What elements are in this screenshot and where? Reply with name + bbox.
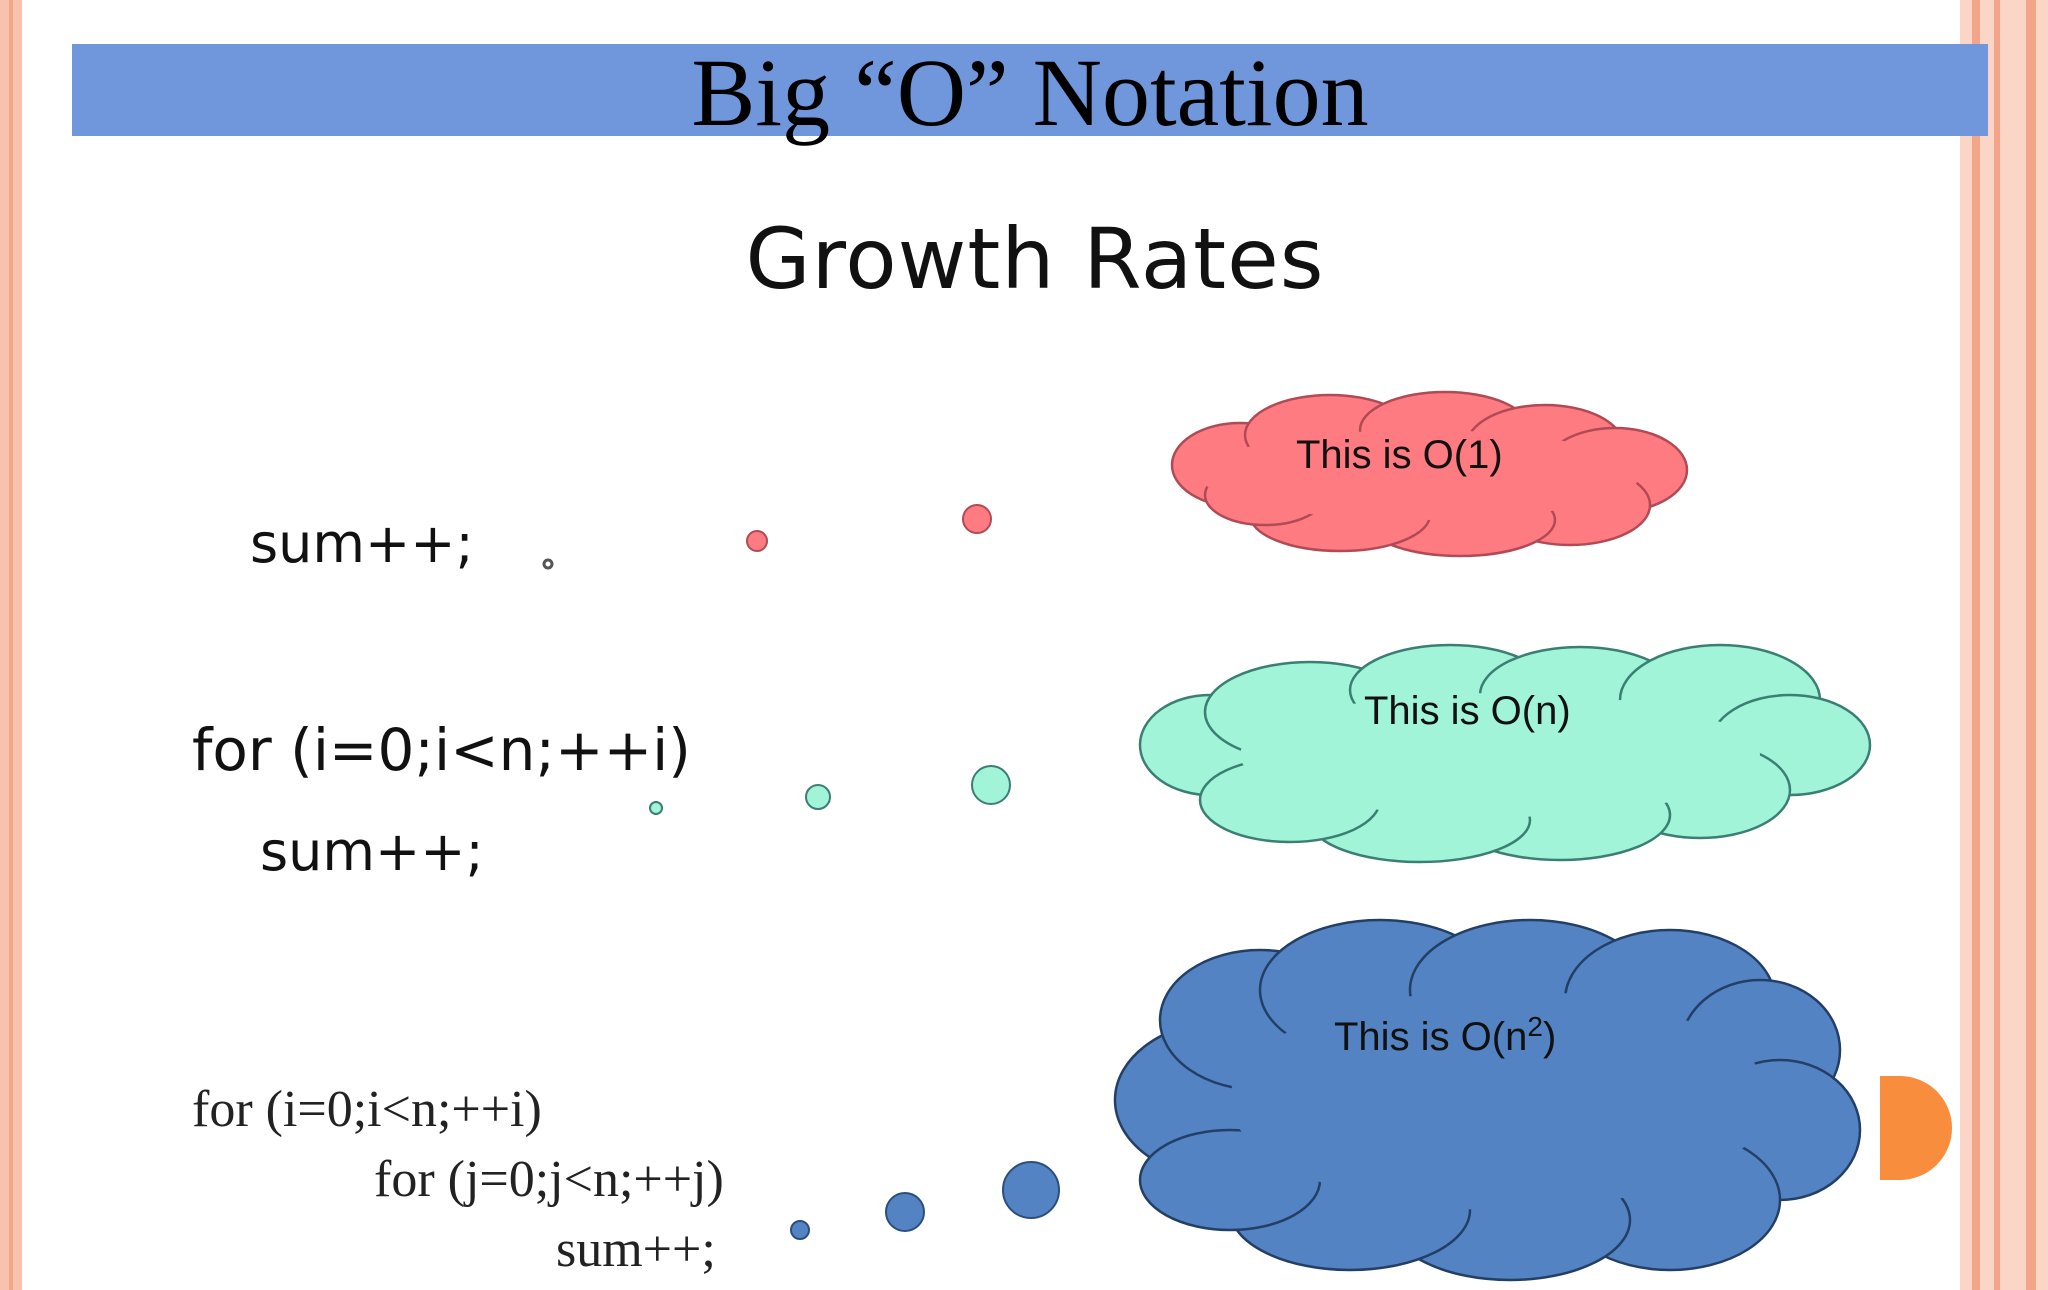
code-o1-line1: sum++; <box>250 512 474 575</box>
thought-dot-o1-medium <box>746 530 768 552</box>
thought-cloud-on2: This is O(n2) <box>790 918 1862 1282</box>
left-border <box>0 0 22 1290</box>
thought-cloud-o1: This is O(1) <box>542 390 1689 570</box>
right-border <box>1960 0 2048 1290</box>
thought-dot-on2-large <box>1002 1161 1060 1219</box>
title-bar: Big “O” Notation <box>72 39 1988 146</box>
section-heading: Growth Rates <box>745 210 1325 308</box>
thought-dot-on2-medium <box>885 1192 925 1232</box>
thought-dot-on-large <box>971 765 1011 805</box>
thought-dot-o1-large <box>962 504 992 534</box>
thought-dot-on-medium <box>805 784 831 810</box>
cloud-o1-label: This is O(1) <box>1296 433 1503 477</box>
slide-title: Big “O” Notation <box>691 39 1369 146</box>
code-on2-line2: for (j=0;j<n;++j) <box>374 1151 724 1208</box>
thought-dot-on-small <box>649 801 663 815</box>
code-on2-line3: sum++; <box>556 1221 716 1278</box>
code-on-line1: for (i=0;i<n;++i) <box>192 716 691 784</box>
code-on-line2: sum++; <box>260 820 484 883</box>
thought-cloud-on: This is O(n) <box>649 643 1872 864</box>
code-on2-line1: for (i=0;i<n;++i) <box>192 1081 542 1138</box>
thought-dot-on2-small <box>790 1220 810 1240</box>
cloud-on2-label: This is O(n2) <box>1334 1011 1556 1059</box>
cloud-on-label: This is O(n) <box>1364 689 1571 733</box>
thought-dot-o1-small <box>542 558 554 570</box>
